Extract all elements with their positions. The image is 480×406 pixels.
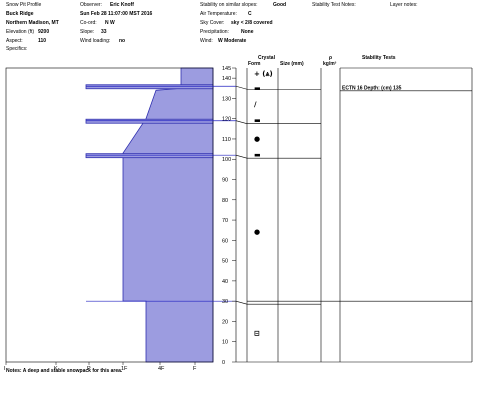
wind-loading-value: no xyxy=(119,38,126,44)
observation-datetime: Sun Feb 28 11:07:00 MST 2016 xyxy=(80,11,153,17)
crystal-form-symbol: ▬ xyxy=(254,84,261,92)
depth-tick-label: 50 xyxy=(222,259,228,265)
region-name: Northern Madison, MT xyxy=(6,20,59,26)
layer-notes-label: Layer notes: xyxy=(390,2,418,8)
stability-notes-label: Stability Test Notes: xyxy=(312,2,356,8)
aspect-value: 110 xyxy=(38,38,47,44)
profile-title: Snow Pit Profile xyxy=(6,2,42,8)
boundary-connector-2 xyxy=(235,154,248,159)
air-temp-label: Air Temperature: xyxy=(200,11,237,17)
depth-tick-label: 90 xyxy=(222,178,228,184)
depth-tick-label: 10 xyxy=(222,340,228,346)
observer-value: Eric Knoff xyxy=(110,2,134,8)
air-temp-value: C xyxy=(248,11,252,17)
crystal-form-symbol: ⊟ xyxy=(254,330,260,338)
observer-label: Observer: xyxy=(80,2,102,8)
stability-similar-label: Stability on similar slopes: xyxy=(200,2,258,8)
hardness-profile-layer xyxy=(85,67,214,363)
slope-label: Slope: xyxy=(80,29,95,35)
precipitation-label: Precipitation: xyxy=(200,29,229,35)
depth-tick-label: 100 xyxy=(222,157,231,163)
chart-frame xyxy=(5,67,473,363)
sky-cover-value: sky < 2/8 covered xyxy=(231,20,273,26)
aspect-label: Aspect: xyxy=(6,38,23,44)
depth-tick-label: 20 xyxy=(222,319,228,325)
boundary-connector-1 xyxy=(235,120,248,125)
coord-value: N W xyxy=(105,20,115,26)
coord-label: Co-ord: xyxy=(80,20,97,26)
rho-heading: ρ xyxy=(329,55,333,61)
depth-tick-label: 80 xyxy=(222,198,228,204)
depth-tick-label: 120 xyxy=(222,117,231,123)
precipitation-value: None xyxy=(241,29,254,35)
specifics-label: Specifics: xyxy=(6,46,28,52)
hardness-tick-label: 4F xyxy=(158,366,165,372)
crystal-heading: Crystal xyxy=(258,55,275,61)
hardness-frame xyxy=(5,67,214,363)
hardness-tick-label: I xyxy=(4,366,6,372)
depth-tick-label: 40 xyxy=(222,279,228,285)
notes-text: Notes: A deep and stable snowpack for th… xyxy=(6,368,123,374)
depth-tick-label: 110 xyxy=(222,137,231,143)
stability-tests-layer: ECTN 16 Depth: (cm) 135 xyxy=(340,85,472,91)
rho-unit-heading: kg/m³ xyxy=(323,61,337,67)
depth-tick-label: 140 xyxy=(222,76,231,82)
crystal-form-symbol: / xyxy=(254,100,257,108)
size-heading: Size (mm) xyxy=(280,61,304,67)
hardness-tick-label: F xyxy=(193,366,197,372)
form-heading: Form xyxy=(248,61,261,67)
depth-tick-label: 145 xyxy=(222,66,231,72)
hardness-tick-label: 1F xyxy=(121,366,128,372)
wind-value: W Moderate xyxy=(218,38,247,44)
elevation-label: Elevation (ft) xyxy=(6,29,35,35)
crystal-forms-layer: + (⩓) ▬ / ▬ ● ▬ ● ⊟ xyxy=(254,70,273,338)
wind-label: Wind: xyxy=(200,38,213,44)
slope-value: 33 xyxy=(101,29,107,35)
stability-test-label: ECTN 16 Depth: (cm) 135 xyxy=(342,85,402,91)
hardness-tick-label: P xyxy=(87,366,91,372)
stability-tests-heading: Stability Tests xyxy=(362,55,396,61)
thin-layer-2 xyxy=(85,153,214,159)
thin-layer-0 xyxy=(85,84,214,90)
hardness-tick-label: K xyxy=(54,366,58,372)
boundary-connector-3 xyxy=(235,300,248,305)
crystal-form-symbol: ▬ xyxy=(254,117,261,125)
depth-tick-label: 70 xyxy=(222,218,228,224)
crystal-form-symbol: ▬ xyxy=(254,151,261,159)
depth-tick-label: 30 xyxy=(222,299,228,305)
depth-tick-label: 60 xyxy=(222,238,228,244)
crystal-form-symbol: ● xyxy=(254,135,260,143)
stability-similar-value: Good xyxy=(273,2,287,8)
sky-cover-label: Sky Cover: xyxy=(200,20,225,26)
location-name: Buck Ridge xyxy=(6,11,34,17)
crystal-form-symbol: + (⩓) xyxy=(254,70,273,78)
crystal-form-symbol: ● xyxy=(254,228,260,236)
elevation-value: 9200 xyxy=(38,29,50,35)
thin-layer-1 xyxy=(85,118,214,124)
depth-tick-label: 0 xyxy=(222,360,225,366)
wind-loading-label: Wind loading: xyxy=(80,38,111,44)
depth-tick-label: 130 xyxy=(222,96,231,102)
hardness-area xyxy=(122,67,214,363)
boundary-connector-0 xyxy=(235,85,248,90)
